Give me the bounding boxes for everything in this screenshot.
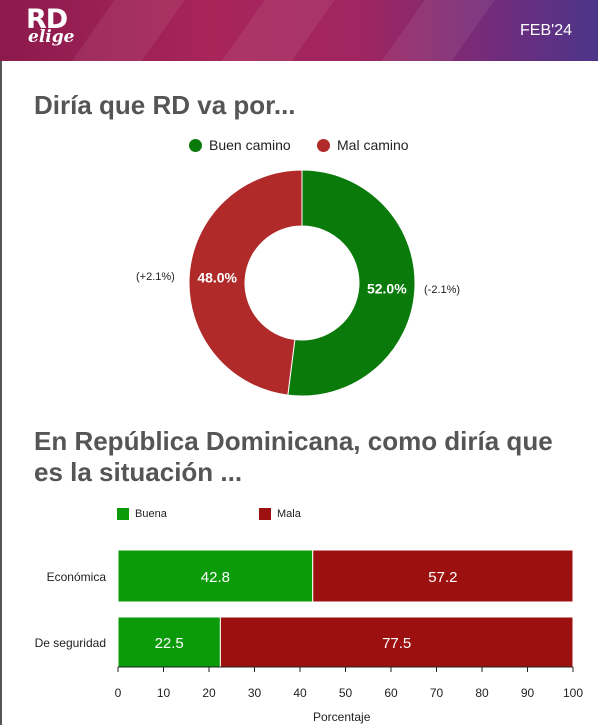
donut-slice-label: 48.0% [197,270,237,286]
change-good: (-2.1%) [424,284,461,296]
bar-value-label: 42.8 [201,569,230,586]
x-tick-label: 100 [563,686,583,700]
bar-mala [312,549,574,603]
x-tick-label: 90 [521,686,535,700]
change-bad: (+2.1%) [136,271,175,283]
donut-legend-bad: Mal camino [317,137,409,153]
donut-chart: 52.0% 48.0% [188,169,416,397]
bar-mala [219,616,574,668]
left-rule [0,61,2,725]
bar-chart-title: En República Dominicana, como diría que … [34,426,553,488]
donut-slice-buen-camino [287,169,416,397]
bar-value-label: 77.5 [382,635,411,652]
legend-swatch-mala [259,508,271,520]
y-tick-label: Económica [47,570,107,584]
x-axis-label: Porcentaje [313,710,371,724]
x-tick-label: 20 [202,686,216,700]
x-tick-label: 40 [293,686,307,700]
legend-label-buena: Buena [135,508,167,520]
donut-slice-label: 52.0% [367,280,407,296]
logo-text-bottom: elige [28,27,75,47]
donut-slice-mal-camino [188,169,303,396]
bar-legend-mala: Mala [259,508,301,520]
logo: RD elige [26,6,74,46]
bar-chart-title-line2: es la situación ... [34,457,243,487]
legend-swatch-bad [317,138,330,152]
logo-text-top: RD [26,4,68,35]
bar-chart-title-line1: En República Dominicana, como diría que [34,426,553,456]
legend-swatch-good [189,138,202,152]
x-tick-label: 70 [430,686,444,700]
legend-label-bad: Mal camino [337,137,409,153]
x-tick-label: 10 [157,686,171,700]
x-tick-label: 0 [115,686,122,700]
x-tick-label: 50 [339,686,353,700]
bar-value-label: 57.2 [428,569,457,586]
legend-label-mala: Mala [277,508,301,520]
header-banner: RD elige FEB'24 [0,0,598,61]
y-tick-label: De seguridad [35,636,106,650]
x-tick-label: 30 [248,686,262,700]
bar-value-label: 22.5 [155,635,184,652]
donut-legend-good: Buen camino [189,137,291,153]
bar-legend-buena: Buena [117,508,167,520]
legend-swatch-buena [117,508,129,520]
x-tick-label: 80 [475,686,489,700]
legend-label-good: Buen camino [209,137,291,153]
donut-chart-title: Diría que RD va por... [34,90,296,120]
x-tick-label: 60 [384,686,398,700]
report-date: FEB'24 [520,22,572,39]
